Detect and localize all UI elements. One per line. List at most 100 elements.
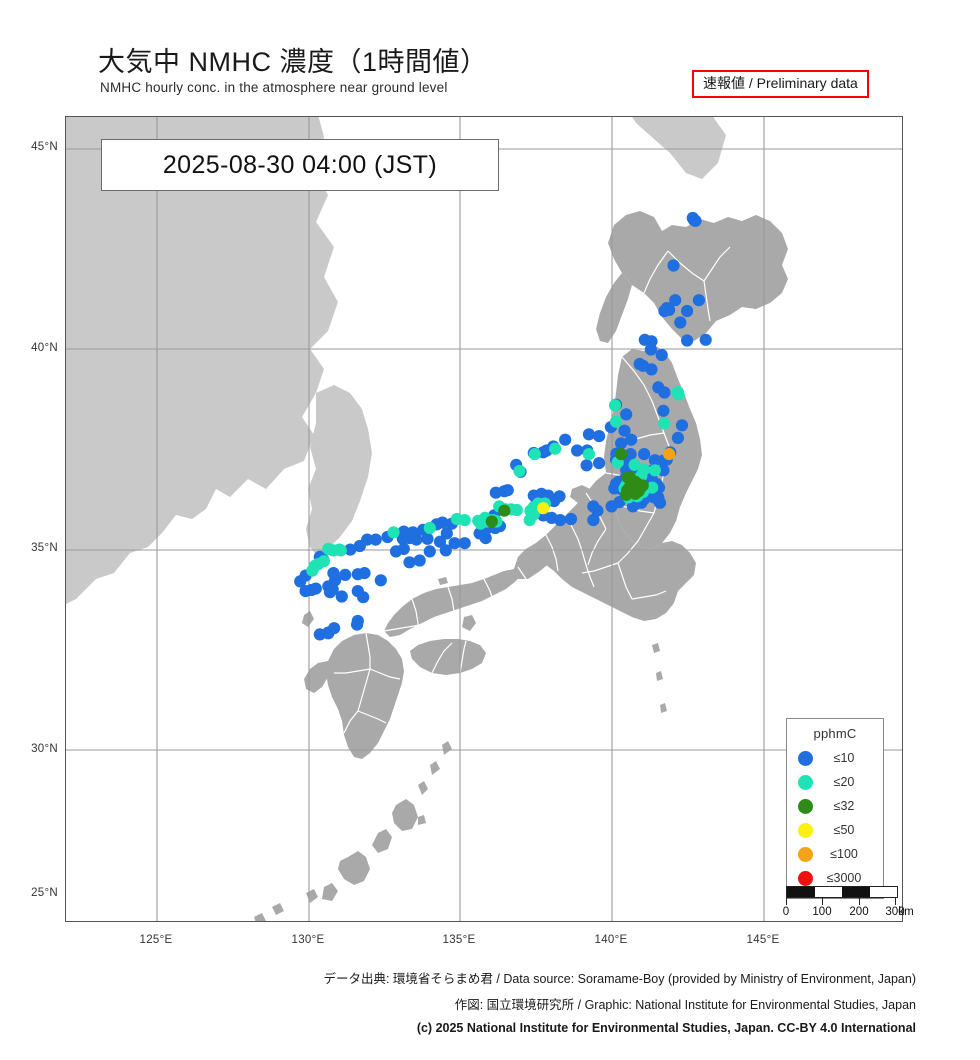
station-marker[interactable]: [439, 544, 452, 557]
station-marker[interactable]: [663, 303, 676, 316]
station-marker[interactable]: [692, 294, 706, 307]
station-marker[interactable]: [479, 532, 492, 545]
station-marker[interactable]: [423, 545, 436, 558]
station-marker[interactable]: [648, 491, 661, 504]
legend-color-swatch: [798, 846, 813, 862]
station-marker[interactable]: [648, 464, 662, 477]
legend-color-swatch: [798, 798, 813, 814]
station-marker[interactable]: [699, 333, 712, 346]
station-marker[interactable]: [652, 381, 665, 394]
station-marker[interactable]: [513, 464, 526, 478]
station-marker[interactable]: [624, 448, 637, 461]
station-marker[interactable]: [322, 542, 335, 555]
station-marker[interactable]: [620, 408, 633, 421]
station-marker[interactable]: [671, 431, 685, 444]
y-tick-3: 30°N: [31, 743, 58, 755]
station-marker[interactable]: [458, 537, 471, 550]
legend-label: ≤100: [830, 847, 858, 861]
station-marker[interactable]: [485, 515, 498, 528]
station-marker[interactable]: [593, 457, 606, 470]
timestamp-box: 2025-08-30 04:00 (JST): [101, 139, 499, 191]
station-marker[interactable]: [638, 448, 651, 461]
station-marker[interactable]: [498, 504, 511, 517]
mainland-landmass: [66, 117, 726, 604]
station-marker[interactable]: [353, 539, 366, 553]
station-marker[interactable]: [655, 348, 668, 362]
station-marker[interactable]: [658, 417, 671, 430]
station-marker[interactable]: [403, 556, 416, 569]
station-marker[interactable]: [472, 514, 485, 527]
station-marker[interactable]: [537, 502, 550, 515]
legend-label: ≤50: [833, 823, 855, 837]
station-marker[interactable]: [657, 464, 670, 477]
station-marker[interactable]: [358, 567, 371, 580]
station-marker[interactable]: [626, 500, 640, 513]
station-marker[interactable]: [413, 554, 426, 567]
station-marker[interactable]: [323, 586, 337, 599]
station-marker[interactable]: [344, 543, 357, 556]
station-marker[interactable]: [609, 415, 623, 428]
station-marker[interactable]: [689, 214, 702, 227]
station-marker[interactable]: [615, 437, 628, 450]
station-marker[interactable]: [620, 488, 633, 501]
station-marker[interactable]: [553, 490, 566, 503]
station-marker[interactable]: [657, 404, 670, 417]
station-marker[interactable]: [645, 363, 658, 376]
legend-rows: ≤10 ≤20 ≤32 ≤50 ≤100 ≤3000: [793, 746, 877, 890]
station-marker[interactable]: [549, 442, 562, 455]
station-marker[interactable]: [591, 504, 604, 517]
map-plot-area[interactable]: [65, 116, 903, 922]
station-marker[interactable]: [489, 486, 502, 499]
station-marker[interactable]: [672, 388, 685, 401]
station-marker[interactable]: [615, 448, 628, 461]
station-marker[interactable]: [646, 481, 659, 494]
station-marker[interactable]: [328, 622, 341, 635]
station-marker[interactable]: [387, 526, 400, 539]
station-marker[interactable]: [618, 424, 631, 437]
station-marker[interactable]: [681, 334, 694, 347]
station-marker[interactable]: [559, 433, 572, 446]
station-marker[interactable]: [306, 564, 319, 577]
station-marker[interactable]: [667, 259, 680, 272]
station-marker[interactable]: [339, 568, 352, 581]
station-marker[interactable]: [564, 512, 578, 526]
station-marker[interactable]: [674, 316, 687, 329]
station-marker[interactable]: [675, 419, 689, 432]
station-marker[interactable]: [369, 533, 382, 546]
station-marker[interactable]: [440, 527, 453, 540]
station-marker[interactable]: [582, 448, 596, 461]
station-marker[interactable]: [309, 582, 322, 595]
station-markers[interactable]: [294, 211, 712, 641]
station-marker[interactable]: [421, 532, 434, 545]
station-marker[interactable]: [351, 618, 364, 631]
station-marker[interactable]: [313, 628, 326, 641]
station-marker[interactable]: [433, 535, 447, 548]
station-marker[interactable]: [374, 574, 387, 587]
station-marker[interactable]: [571, 444, 584, 457]
station-marker[interactable]: [501, 484, 514, 497]
station-marker[interactable]: [528, 448, 541, 461]
station-marker[interactable]: [389, 545, 403, 558]
station-marker[interactable]: [448, 537, 461, 550]
station-marker[interactable]: [628, 458, 641, 471]
station-marker[interactable]: [294, 575, 307, 588]
station-marker[interactable]: [625, 433, 638, 446]
station-marker[interactable]: [669, 294, 682, 307]
x-tick-0: 125°E: [139, 934, 173, 946]
station-marker[interactable]: [587, 514, 600, 527]
station-marker[interactable]: [423, 521, 436, 535]
station-marker[interactable]: [357, 591, 370, 604]
station-marker[interactable]: [582, 428, 596, 441]
station-marker[interactable]: [608, 399, 622, 412]
station-marker[interactable]: [450, 512, 463, 526]
station-marker[interactable]: [663, 448, 676, 461]
station-marker[interactable]: [593, 430, 606, 443]
station-marker[interactable]: [608, 482, 621, 495]
station-marker[interactable]: [523, 514, 536, 527]
station-marker[interactable]: [410, 533, 423, 546]
station-marker[interactable]: [681, 304, 694, 318]
station-marker[interactable]: [580, 459, 593, 472]
station-marker[interactable]: [605, 500, 618, 513]
station-marker[interactable]: [335, 590, 348, 603]
station-marker[interactable]: [644, 343, 658, 356]
